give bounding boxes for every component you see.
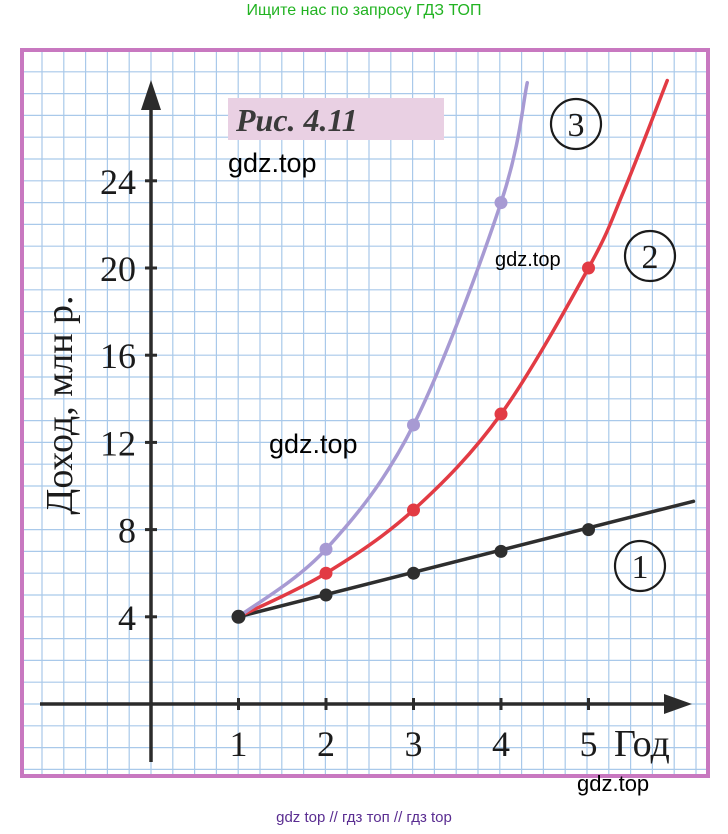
axes [40,80,692,762]
series-3-point-3 [494,196,508,210]
series-3-line [236,80,529,619]
y-axis-title: Доход, млн р. [39,295,81,514]
x-tick-label-2: 2 [317,724,335,764]
footer-links: gdz top // гдз топ // гдз top [276,809,452,826]
y-tick-label-8: 8 [118,511,136,551]
y-axis-arrow [141,80,161,110]
x-tick-label-1: 1 [230,724,248,764]
series-1-line [236,499,696,619]
series-1-point-3 [494,544,508,558]
series-1-point-1 [319,588,333,602]
series-2-label: 2 [642,239,659,276]
watermarks: gdz.top gdz.top gdz.top gdz.top [228,148,649,796]
series-3-point-2 [407,418,420,432]
watermark-1: gdz.top [228,148,317,178]
series-2-point-3 [494,407,508,421]
y-tick-label-16: 16 [100,336,136,376]
series-1-point-2 [407,566,420,580]
series-2-point-1 [319,566,333,580]
series-labels: 1 2 3 [549,97,677,593]
series-3-point-1 [319,542,333,556]
top-banner: Ищите нас по запросу ГДЗ ТОП [246,2,482,19]
figure-label-text: Рис. 4.11 [235,102,358,138]
x-tick-label-4: 4 [492,724,510,764]
series-1-label: 1 [632,549,649,586]
series-2-point-4 [582,261,595,275]
figure-label: Рис. 4.11 [228,98,444,140]
chart-border [20,48,710,778]
x-axis-arrow [664,694,692,714]
watermark-4: gdz.top [577,771,649,796]
y-tick-label-12: 12 [100,423,136,463]
y-tick-label-24: 24 [100,162,136,202]
series-points [231,196,595,624]
series-2-point-2 [407,503,420,517]
series-1-point-4 [582,523,595,537]
series-3-label-circle [549,97,603,151]
x-tick-label-3: 3 [405,724,423,764]
watermark-2: gdz.top [495,249,561,271]
shared-start-point [231,609,246,624]
series-1-label-circle [613,539,667,593]
x-tick-label-5: 5 [580,724,598,764]
x-axis-title: Год [614,723,670,765]
series-3-label: 3 [568,107,585,144]
grid-lines [24,52,706,774]
series-2-label-circle [623,229,677,283]
y-tick-label-20: 20 [100,249,136,289]
y-tick-label-4: 4 [118,598,136,638]
watermark-3: gdz.top [269,429,358,459]
